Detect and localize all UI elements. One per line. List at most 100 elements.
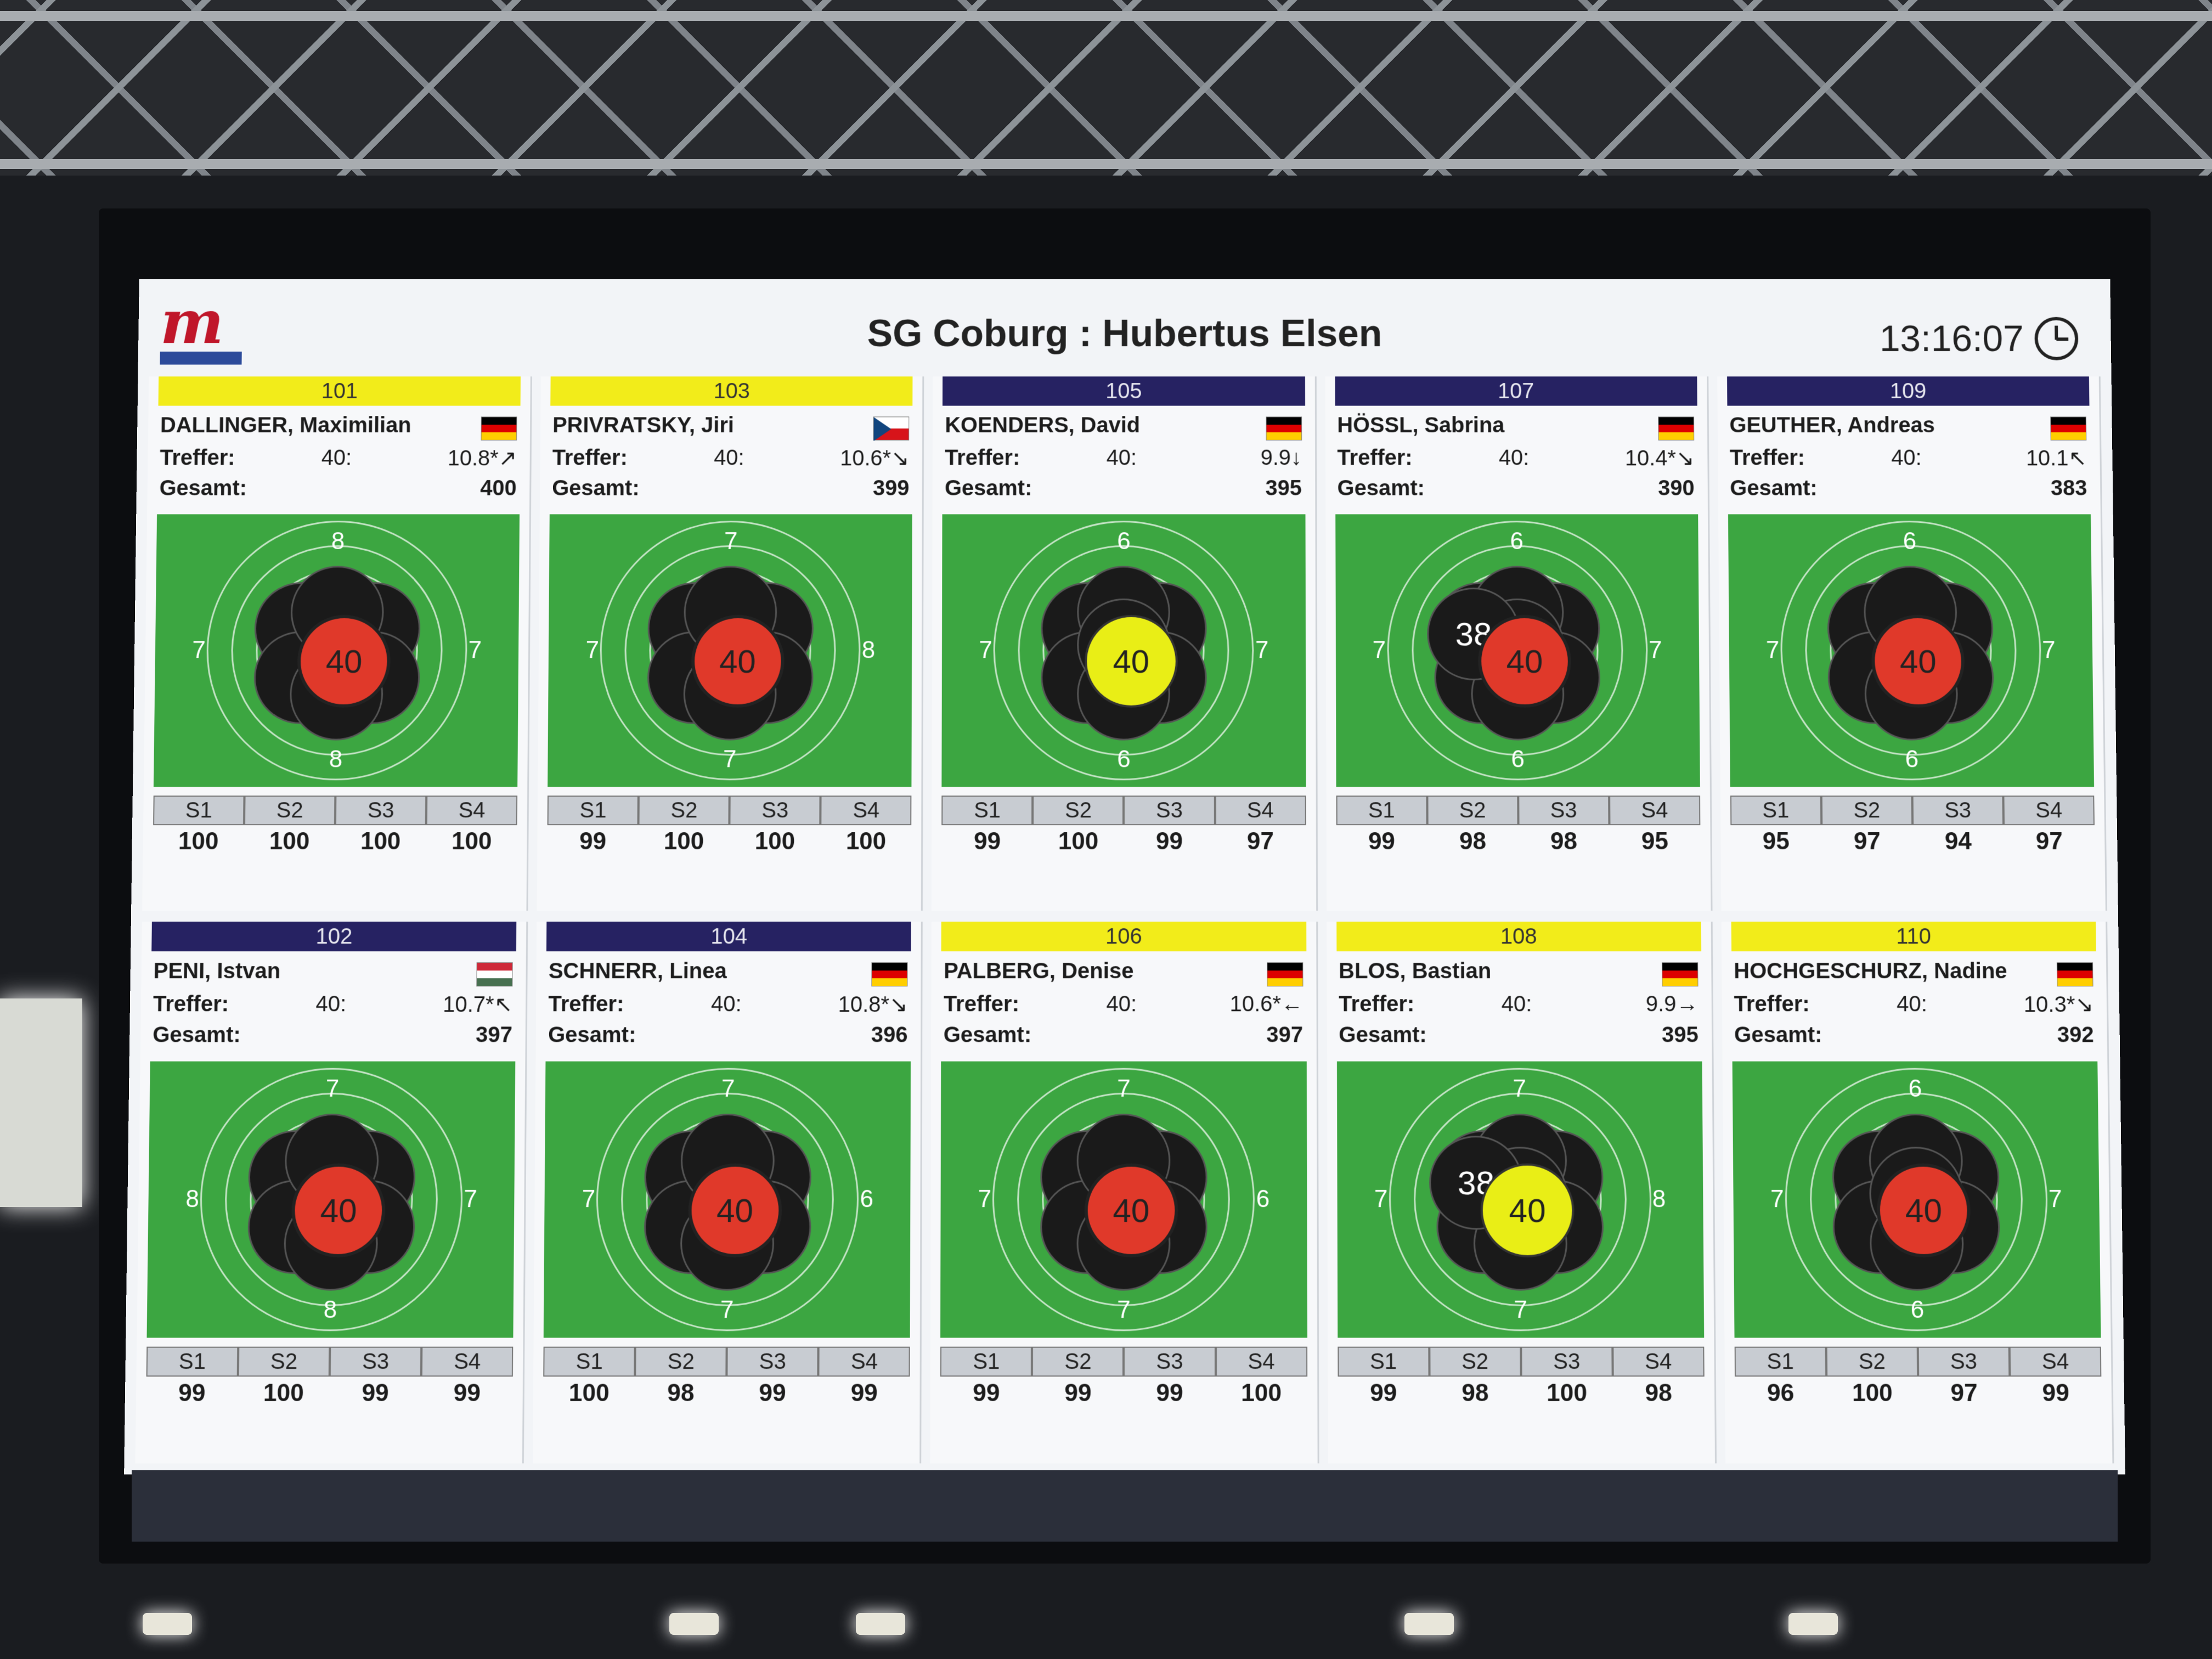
gesamt-label: Gesamt:: [945, 476, 1032, 501]
flag-icon: [1267, 962, 1303, 986]
series-score: 99: [1032, 1376, 1124, 1410]
target-view: 6776393840: [1335, 514, 1700, 787]
series-label: S4: [2003, 795, 2095, 825]
shooter-name: SCHNERR, Linea: [549, 959, 727, 984]
series-label: S2: [635, 1347, 727, 1377]
shooter-name: PENI, Istvan: [153, 959, 280, 984]
hit-count: 40:: [321, 446, 352, 470]
match-title: SG Coburg : Hubertus Elsen: [138, 312, 2111, 355]
truss-bar-bottom: [0, 159, 2212, 169]
series-scores: S1 S2 S3 S4 96 100 97 99: [1734, 1347, 2102, 1410]
last-shot-value: 9.9↓: [1261, 446, 1302, 470]
hit-count: 40:: [1106, 992, 1137, 1017]
floor-light: [669, 1613, 719, 1635]
total-score: 397: [1266, 1023, 1303, 1047]
shooter-name: HÖSSL, Sabrina: [1337, 413, 1504, 437]
shooter-name: KOENDERS, David: [945, 413, 1140, 437]
shooter-info: BLOS, Bastian Treffer: 40: 9.9→ Gesamt: …: [1336, 951, 1702, 1062]
gesamt-label: Gesamt:: [548, 1023, 636, 1047]
ring-number: 6: [1905, 746, 1918, 774]
shot-label: 40: [291, 1164, 386, 1257]
series-label: S4: [1216, 1347, 1307, 1377]
ring-number: 6: [1256, 1186, 1270, 1213]
series-score: 100: [1216, 1376, 1307, 1410]
series-scores: S1 S2 S3 S4 99 98 100 98: [1338, 1347, 1705, 1410]
hit-count: 40:: [1891, 446, 1922, 470]
flag-icon: [1658, 416, 1694, 440]
treffer-label: Treffer:: [1730, 446, 1805, 470]
series-score: 99: [1338, 1376, 1429, 1410]
gesamt-label: Gesamt:: [552, 476, 640, 501]
floor-light: [1788, 1613, 1838, 1635]
series-scores: S1 S2 S3 S4 99 99 99 100: [940, 1347, 1307, 1410]
shot-label: 40: [1085, 615, 1178, 708]
total-score: 395: [1662, 1023, 1699, 1047]
lane-panel: 108 BLOS, Bastian Treffer: 40: 9.9→ Gesa…: [1327, 922, 1717, 1463]
scoreboard-screen: m SG Coburg : Hubertus Elsen 13:16:07 10…: [124, 279, 2125, 1475]
gesamt-label: Gesamt:: [1730, 476, 1818, 501]
target-view: 7787393840: [1337, 1062, 1704, 1338]
total-score: 400: [480, 476, 517, 501]
series-label: S2: [1032, 1347, 1124, 1377]
hit-count: 40:: [1897, 992, 1927, 1017]
series-label: S3: [330, 1347, 422, 1377]
shooter-name: PALBERG, Denise: [944, 959, 1133, 984]
series-label: S4: [421, 1347, 514, 1377]
ring-number: 8: [1652, 1186, 1666, 1213]
last-shot-value: 10.3*↘: [2024, 992, 2094, 1017]
treffer-label: Treffer:: [945, 446, 1020, 470]
ring-number: 8: [331, 528, 345, 555]
series-score: 98: [1518, 825, 1609, 858]
series-label: S3: [1912, 795, 2003, 825]
lane-panel: 102 PENI, Istvan Treffer: 40: 10.7*↖ Ges…: [136, 922, 528, 1463]
lane-number: 107: [1335, 376, 1697, 405]
stage-light: [0, 998, 82, 1207]
clock: 13:16:07: [1880, 317, 2079, 360]
series-score: 100: [426, 825, 517, 858]
floor-light: [1404, 1613, 1454, 1635]
series-label: S1: [1336, 795, 1427, 825]
series-score: 98: [1612, 1376, 1705, 1410]
series-label: S4: [426, 795, 517, 825]
total-score: 392: [2057, 1023, 2094, 1047]
ring-number: 7: [1255, 637, 1269, 664]
shooter-info: HOCHGESCHURZ, Nadine Treffer: 40: 10.3*↘…: [1731, 951, 2097, 1062]
target-view: 6 7 7 6 40: [1728, 514, 2094, 787]
series-label: S3: [1124, 795, 1215, 825]
shot-label: 40: [1084, 1164, 1178, 1257]
target-view: 7 7 6 7 40: [544, 1062, 911, 1338]
series-label: S1: [146, 1347, 239, 1377]
series-label: S4: [819, 1347, 910, 1377]
shot-label: 40: [1478, 615, 1571, 708]
header: m SG Coburg : Hubertus Elsen 13:16:07: [138, 279, 2112, 371]
ring-number: 6: [1117, 746, 1130, 774]
last-shot-value: 10.8*↗: [448, 446, 517, 471]
series-score: 99: [1124, 825, 1215, 858]
shooter-info: PRIVRATSKY, Jiri Treffer: 40: 10.6*↘ Ges…: [550, 406, 913, 515]
series-scores: S1 S2 S3 S4 99 100 99 99: [146, 1347, 514, 1410]
ring-number: 6: [1117, 528, 1130, 555]
ring-number: 7: [724, 528, 738, 555]
lane-panel: 110 HOCHGESCHURZ, Nadine Treffer: 40: 10…: [1721, 922, 2114, 1463]
lane-number: 109: [1727, 376, 2090, 405]
series-score: 100: [335, 825, 426, 858]
shooter-info: SCHNERR, Linea Treffer: 40: 10.8*↘ Gesam…: [546, 951, 911, 1062]
truss-bar-top: [0, 11, 2212, 21]
ring-number: 8: [185, 1186, 199, 1213]
last-shot-value: 10.8*↘: [838, 992, 907, 1017]
ring-number: 6: [1910, 1296, 1924, 1324]
flag-icon: [476, 962, 512, 986]
total-score: 395: [1266, 476, 1302, 501]
flag-icon: [481, 416, 517, 440]
ring-number: 7: [1117, 1296, 1131, 1324]
gesamt-label: Gesamt:: [159, 476, 247, 501]
last-shot-value: 9.9→: [1646, 992, 1699, 1017]
lane-number: 102: [151, 922, 516, 951]
series-label: S4: [1609, 795, 1700, 825]
series-label: S3: [1918, 1347, 2010, 1377]
series-label: S1: [1734, 1347, 1826, 1377]
ring-number: 7: [979, 637, 993, 664]
series-label: S2: [1821, 795, 1912, 825]
series-label: S1: [942, 795, 1033, 825]
series-score: 97: [1215, 825, 1306, 858]
